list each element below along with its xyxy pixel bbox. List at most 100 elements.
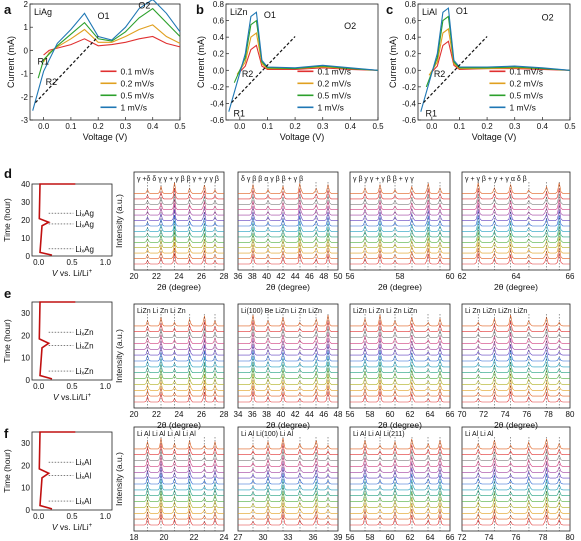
x-tick-label: 26 bbox=[197, 410, 206, 419]
x-tick-label: 56 bbox=[346, 272, 355, 281]
xrd-trace bbox=[462, 367, 570, 379]
x-tick-label: 0.1 bbox=[65, 122, 77, 131]
xrd-trace bbox=[350, 468, 450, 479]
xrd-trace bbox=[238, 461, 338, 473]
xrd-trace bbox=[134, 231, 224, 243]
x-tick-label: 56 bbox=[346, 410, 355, 419]
series-line bbox=[233, 19, 379, 83]
x-tick-label: 80 bbox=[566, 533, 575, 541]
xrd-trace bbox=[350, 226, 450, 238]
x-tick-label: 0.4 bbox=[345, 122, 357, 131]
x-tick-label: 72 bbox=[458, 533, 467, 541]
x-tick-label: 0.3 bbox=[120, 122, 132, 131]
xrd-trace bbox=[238, 385, 338, 397]
time-panel-e: 0 10 20 30 0.0 0.5 1.0 Time (hour) V vs.Li/Li+ Li… bbox=[2, 301, 113, 402]
x-tick-label: 1.0 bbox=[100, 382, 112, 391]
x-tick-label: 0.5 bbox=[66, 258, 78, 267]
y-tick-label: 0.6 bbox=[405, 17, 417, 26]
x-tick-label: 0.0 bbox=[38, 122, 50, 131]
x-tick-label: 24 bbox=[175, 272, 184, 281]
xrd-trace bbox=[350, 210, 450, 221]
x-tick-label: 26 bbox=[197, 272, 206, 281]
xrd-trace bbox=[134, 490, 224, 502]
xrd-trace bbox=[238, 502, 338, 514]
xrd-trace bbox=[350, 338, 450, 350]
plot-frame bbox=[417, 3, 571, 121]
x-axis-label: Voltage (V) bbox=[83, 132, 128, 142]
xrd-trace bbox=[462, 188, 570, 200]
xrd-trace bbox=[134, 455, 224, 467]
xrd-trace bbox=[238, 332, 338, 344]
xrd-trace bbox=[238, 338, 338, 350]
xrd-trace bbox=[462, 450, 570, 461]
xrd-trace bbox=[134, 253, 224, 265]
x-tick-label: 44 bbox=[291, 272, 300, 281]
x-tick-label: 46 bbox=[305, 272, 314, 281]
x-axis-label: 2θ (degree) bbox=[266, 420, 310, 430]
x-tick-label: 39 bbox=[334, 533, 343, 541]
xrd-trace bbox=[134, 198, 224, 210]
xrd-trace bbox=[134, 247, 224, 259]
x-axis-label: 2θ (degree) bbox=[494, 420, 538, 430]
xrd-window: 62 64 66 2θ (degree) γ + γ β + γ + γ α δ β bbox=[458, 171, 575, 292]
y-tick-label: 0 bbox=[26, 506, 31, 515]
x-axis-label: 2θ (degree) bbox=[266, 282, 310, 292]
xrd-trace bbox=[462, 514, 570, 526]
xrd-trace bbox=[462, 315, 570, 327]
xrd-trace bbox=[238, 367, 338, 379]
xrd-trace bbox=[350, 199, 450, 210]
xrd-trace bbox=[350, 379, 450, 391]
xrd-trace bbox=[238, 508, 338, 520]
x-tick-label: 0.2 bbox=[93, 122, 105, 131]
xrd-trace bbox=[134, 215, 224, 227]
x-tick-label: 0.2 bbox=[290, 122, 302, 131]
phase-annotation: LiₓZn bbox=[75, 328, 93, 337]
xrd-trace bbox=[238, 467, 338, 479]
xrd-trace bbox=[462, 198, 570, 210]
x-tick-label: 22 bbox=[190, 533, 199, 541]
peak-label-R1: R1 bbox=[37, 56, 49, 66]
xrd-trace bbox=[134, 484, 224, 497]
plot-frame bbox=[237, 303, 339, 409]
xrd-trace bbox=[238, 210, 338, 221]
xrd-trace bbox=[134, 479, 224, 491]
x-axis-label: V vs. Li/Li+ bbox=[52, 522, 93, 532]
xrd-trace bbox=[238, 248, 338, 259]
y-tick-label: 0.4 bbox=[213, 33, 225, 42]
xrd-trace bbox=[462, 320, 570, 333]
plot-frame bbox=[133, 303, 225, 409]
xrd-trace bbox=[238, 391, 338, 403]
x-tick-label: 0.2 bbox=[482, 122, 494, 131]
xrd-trace bbox=[238, 194, 338, 205]
phase-labels: LiZn Li Zn Li Zn bbox=[137, 308, 186, 315]
peak-label-R2: R2 bbox=[46, 77, 58, 87]
xrd-trace bbox=[134, 327, 224, 338]
y-tick-label: -2 bbox=[21, 93, 29, 102]
xrd-trace bbox=[462, 242, 570, 254]
y-tick-label: 0.2 bbox=[405, 50, 417, 59]
legend-label: 1 mV/s bbox=[317, 102, 343, 112]
xrd-trace bbox=[238, 253, 338, 265]
xrd-trace bbox=[462, 379, 570, 391]
x-tick-label: 64 bbox=[426, 533, 435, 541]
xrd-trace bbox=[350, 221, 450, 232]
xrd-trace bbox=[134, 188, 224, 200]
x-axis-label: Voltage (V) bbox=[472, 132, 517, 142]
x-tick-label: 0.0 bbox=[234, 122, 246, 131]
y-tick-label: 10 bbox=[21, 234, 30, 243]
plot-frame bbox=[29, 3, 181, 121]
x-tick-label: 64 bbox=[426, 410, 435, 419]
x-tick-label: 30 bbox=[259, 533, 268, 541]
y-tick-label: 30 bbox=[21, 198, 30, 207]
y-tick-label: 10 bbox=[21, 484, 30, 493]
x-tick-label: 80 bbox=[566, 410, 575, 419]
material-label: LiZn bbox=[230, 7, 248, 17]
xrd-trace bbox=[238, 221, 338, 232]
peak-label-O1: O1 bbox=[97, 11, 109, 21]
phase-labels: LiZn Li Zn Li Zn LiZn bbox=[353, 308, 417, 315]
x-tick-label: 20 bbox=[160, 533, 169, 541]
xrd-trace bbox=[134, 386, 224, 397]
x-tick-label: 0.5 bbox=[66, 512, 78, 521]
x-tick-label: 0.3 bbox=[317, 122, 329, 131]
